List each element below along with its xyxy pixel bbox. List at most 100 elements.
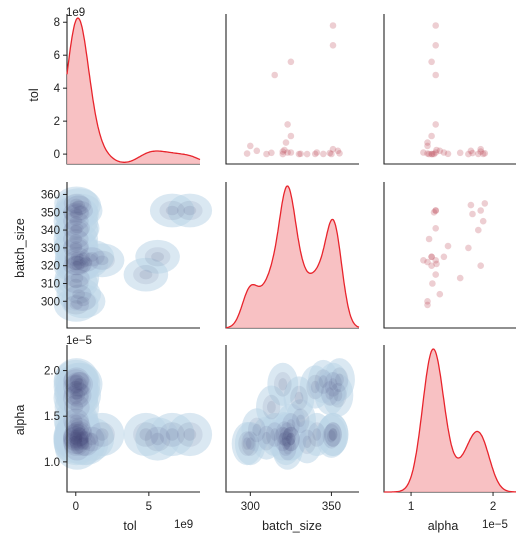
scatter-point	[432, 149, 440, 156]
kde-contour	[252, 423, 262, 437]
kde-contour	[95, 428, 109, 441]
scatter-point	[329, 145, 337, 153]
scatter-point	[284, 149, 291, 156]
panel-alpha-vs-batch_size	[225, 345, 359, 493]
kde-contour	[165, 428, 179, 441]
scatter-point	[420, 257, 427, 264]
scatter-point	[268, 149, 275, 157]
kde-contour	[257, 425, 276, 451]
kde-contour	[64, 218, 90, 238]
y-tick-label-batch_size: 300	[41, 296, 60, 308]
kde-contour	[69, 225, 83, 235]
y-tick-label-alpha: 1.0	[44, 457, 60, 469]
kde-contour	[69, 243, 83, 253]
axes-spine	[66, 345, 200, 493]
kde-contour	[67, 372, 93, 397]
scatter-point	[428, 253, 435, 261]
kde-contour	[63, 193, 90, 213]
kde-contour	[70, 419, 84, 432]
panel-batch_size-vs-alpha	[383, 182, 516, 329]
scatter-point	[424, 258, 431, 266]
scatter-point	[432, 22, 440, 29]
kde-contour	[139, 269, 153, 280]
kde-contour	[298, 429, 316, 455]
y-tick-label-batch_size: 310	[41, 278, 60, 290]
scatter-point	[477, 148, 485, 155]
kde-contour	[177, 422, 203, 447]
kde-contour	[327, 430, 336, 443]
kde-contour	[63, 431, 89, 456]
scatter-point	[467, 201, 475, 209]
scatter-point	[303, 150, 311, 158]
kde-contour	[322, 424, 341, 449]
kde-contour	[324, 422, 342, 447]
kde-contour	[328, 428, 338, 441]
scatter-point	[329, 22, 337, 29]
scatter-point	[425, 150, 433, 158]
kde-contour	[70, 209, 83, 219]
scatter-point	[432, 271, 440, 278]
kde-contour	[291, 408, 310, 434]
kde-contour	[73, 431, 99, 456]
scatter-point	[243, 150, 251, 157]
scatter-point	[432, 225, 440, 232]
axes-spine	[383, 182, 516, 329]
kde-contour	[70, 428, 84, 441]
scatter-point	[284, 121, 291, 128]
kde-contour	[63, 429, 89, 455]
y-tick-label-batch_size: 330	[41, 243, 60, 255]
scatter-point	[433, 260, 440, 268]
scatter-point	[432, 42, 440, 49]
kde-contour	[290, 385, 308, 411]
kde-contour	[296, 414, 305, 427]
y-tick-label-batch_size: 320	[41, 261, 60, 273]
kde-contour	[63, 202, 89, 222]
kde-contour	[133, 265, 159, 285]
scatter-point	[481, 200, 489, 207]
kde-contour	[278, 435, 297, 461]
kde-contour	[73, 259, 86, 269]
kde-contour	[63, 385, 89, 411]
kde-contour	[63, 426, 89, 452]
kde-line-alpha	[384, 348, 516, 493]
kde-contour	[69, 278, 83, 289]
kde-contour	[73, 205, 87, 216]
kde-contour	[238, 431, 256, 456]
scatter-point	[320, 150, 327, 158]
kde-contour	[69, 234, 83, 244]
kde-contour	[73, 252, 99, 272]
x-axis-label-batch-size: batch_size	[262, 519, 322, 533]
kde-contour	[70, 291, 96, 311]
kde-contour	[64, 394, 90, 420]
x-tick-label-tol: 0	[73, 501, 79, 513]
kde-contour	[63, 424, 89, 449]
kde-contour	[262, 394, 281, 420]
scatter-point	[287, 58, 295, 66]
kde-contour	[267, 400, 276, 414]
kde-contour	[335, 373, 344, 386]
scatter-point	[253, 147, 261, 155]
scatter-point	[311, 150, 319, 158]
kde-contour	[69, 380, 83, 394]
kde-contour	[245, 437, 255, 450]
scatter-point	[432, 207, 440, 214]
kde-contour	[63, 408, 89, 434]
kde-contour	[71, 260, 85, 271]
kde-contour	[277, 431, 295, 456]
scatter-point	[329, 42, 337, 49]
scatter-point	[281, 146, 288, 154]
kde-contour	[282, 413, 300, 438]
panel-batch_size-vs-batch_size	[225, 182, 360, 329]
scatter-point	[440, 253, 448, 261]
scatter-point	[263, 150, 270, 158]
kde-contour	[302, 435, 312, 448]
scatter-point	[432, 121, 440, 128]
kde-contour	[177, 200, 203, 221]
scatter-point	[444, 242, 452, 250]
panel-tol-vs-tol	[66, 14, 201, 165]
scatter-point	[328, 150, 335, 158]
y-tick-label-alpha: 1.5	[44, 411, 60, 423]
kde-contour	[69, 207, 83, 218]
kde-contour	[79, 257, 93, 267]
